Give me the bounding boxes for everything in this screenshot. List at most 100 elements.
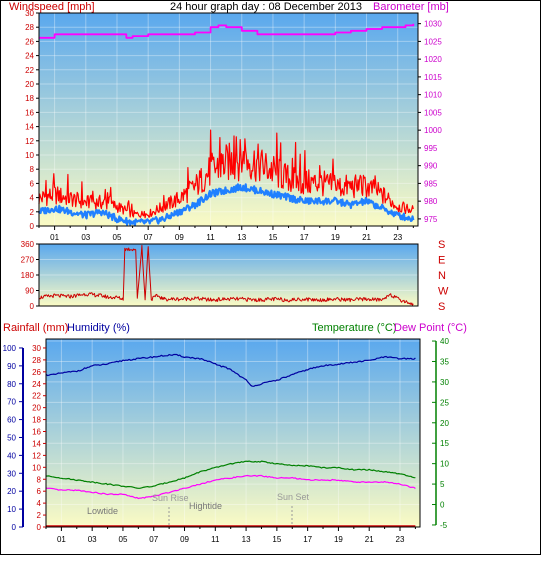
- wind-gust-line: [38, 129, 414, 219]
- temperature-y-ticks: -5 0 5 10 15 20 25 30 35 40: [432, 337, 449, 530]
- wind-y-tick-label: 28: [25, 23, 34, 32]
- temperature-y-tick-label: 0: [440, 501, 445, 510]
- direction-y-tick-label: 0: [30, 302, 35, 311]
- direction-y-tick-label: 360: [21, 240, 35, 249]
- rain-y-tick-label: 8: [37, 475, 42, 484]
- wind-y-tick-label: 22: [25, 66, 34, 75]
- temperature-y-tick-label: 30: [440, 378, 449, 387]
- temp-x-tick-label: 21: [365, 535, 374, 544]
- humidity-y-tick-label: 0: [12, 523, 17, 532]
- temp-x-tick-label: 15: [272, 535, 281, 544]
- wind-x-ticks: 01 03 05 07 09 11 13 15 17 19 21 23: [38, 226, 414, 242]
- barometer-y-tick-label: 1025: [424, 37, 442, 46]
- rain-y-tick-label: 14: [32, 439, 41, 448]
- wind-plot-border: [38, 12, 419, 227]
- barometer-y-tick-label: 975: [424, 215, 438, 224]
- barometer-y-tick-label: 1000: [424, 126, 442, 135]
- temp-x-tick-label: 09: [180, 535, 189, 544]
- humidity-y-tick-label: 40: [7, 451, 16, 460]
- rainfall-axis-label: Rainfall (mm): [3, 322, 68, 334]
- humidity-y-tick-label: 50: [7, 433, 16, 442]
- wind-x-tick-label: 23: [393, 233, 402, 242]
- direction-y-tick-label: 270: [21, 256, 35, 265]
- humidity-y-tick-label: 20: [7, 487, 16, 496]
- wind-y-tick-label: 24: [25, 52, 34, 61]
- barometer-y-tick-label: 1010: [424, 91, 442, 100]
- barometer-axis-label: Barometer [mb]: [373, 1, 449, 13]
- temp-plot-border: [45, 338, 421, 528]
- wind-y-tick-label: 20: [25, 80, 34, 89]
- wind-x-tick-label: 13: [237, 233, 246, 242]
- wind-y-tick-label: 4: [30, 194, 35, 203]
- temperature-y-tick-label: 20: [440, 419, 449, 428]
- wind-x-tick-label: 17: [300, 233, 309, 242]
- wind-y-tick-label: 8: [30, 165, 35, 174]
- direction-series: [38, 244, 414, 306]
- wind-y-tick-label: 2: [30, 208, 35, 217]
- humidity-y-tick-label: 80: [7, 380, 16, 389]
- temp-x-tick-label: 19: [334, 535, 343, 544]
- rain-y-tick-label: 12: [32, 451, 41, 460]
- barometer-y-tick-label: 990: [424, 162, 438, 171]
- rain-y-tick-label: 16: [32, 428, 41, 437]
- sunrise-annotation: Sun Rise: [152, 493, 189, 503]
- barometer-y-tick-label: 995: [424, 144, 438, 153]
- temp-series: [45, 353, 416, 527]
- temp-x-ticks: 01 03 05 07 09 11 13 15 17 19 21 23: [45, 527, 416, 544]
- humidity-y-ticks: 0 10 20 30 40 50 60 70 80 90 100: [3, 344, 24, 532]
- temperature-y-tick-label: 10: [440, 460, 449, 469]
- wind-y-tick-label: 12: [25, 137, 34, 146]
- compass-tick-label: S: [438, 239, 445, 251]
- temp-x-tick-label: 23: [396, 535, 405, 544]
- rain-y-tick-label: 10: [32, 463, 41, 472]
- direction-y-tick-label: 90: [25, 287, 34, 296]
- rain-y-tick-label: 2: [37, 511, 42, 520]
- compass-tick-label: W: [438, 286, 449, 298]
- wind-x-tick-label: 05: [113, 233, 122, 242]
- temp-plot-area: [46, 339, 420, 527]
- windspeed-axis-label: Windspeed [mph]: [9, 1, 95, 13]
- compass-tick-label: E: [438, 255, 445, 267]
- rain-y-tick-label: 6: [37, 487, 42, 496]
- barometer-y-ticks: 975 980 985 990 995 1000 1005 1010 1015 1020 1025 1…: [418, 20, 442, 224]
- rain-y-tick-label: 24: [32, 380, 41, 389]
- sunset-annotation: Sun Set: [277, 492, 310, 502]
- wind-x-tick-label: 03: [81, 233, 90, 242]
- wind-x-tick-label: 15: [268, 233, 277, 242]
- rain-y-tick-label: 28: [32, 356, 41, 365]
- wind-y-tick-label: 0: [30, 222, 35, 231]
- wind-series: [38, 23, 415, 227]
- wind-y-tick-label: 10: [25, 151, 34, 160]
- temp-x-tick-label: 05: [119, 535, 128, 544]
- compass-tick-label: S: [438, 301, 445, 313]
- direction-y-tick-label: 180: [21, 271, 35, 280]
- wind-y-tick-label: 18: [25, 94, 34, 103]
- temperature-line: [45, 460, 416, 489]
- temperature-y-tick-label: -5: [440, 521, 448, 530]
- compass-tick-label: N: [438, 270, 446, 282]
- wind-y-tick-label: 26: [25, 37, 34, 46]
- temperature-axis-label: Temperature (°C): [312, 322, 396, 334]
- wind-y-tick-label: 6: [30, 179, 35, 188]
- hightide-annotation: Hightide: [189, 501, 222, 511]
- humidity-y-tick-label: 10: [7, 505, 16, 514]
- wind-direction-line: [38, 244, 414, 306]
- rain-y-tick-label: 20: [32, 404, 41, 413]
- barometer-y-tick-label: 985: [424, 179, 438, 188]
- lowtide-annotation: Lowtide: [87, 506, 118, 516]
- temperature-y-tick-label: 40: [440, 337, 449, 346]
- temp-x-tick-label: 11: [211, 535, 220, 544]
- wind-x-tick-label: 09: [175, 233, 184, 242]
- wind-average-line: [38, 183, 415, 227]
- rain-y-tick-label: 4: [37, 499, 42, 508]
- temp-x-tick-label: 13: [242, 535, 251, 544]
- dewpoint-line: [45, 474, 416, 500]
- temp-x-tick-label: 17: [303, 535, 312, 544]
- humidity-y-tick-label: 60: [7, 416, 16, 425]
- wind-x-tick-label: 07: [144, 233, 153, 242]
- wind-plot-area: [39, 13, 418, 226]
- temperature-y-tick-label: 5: [440, 480, 445, 489]
- barometer-y-tick-label: 1020: [424, 55, 442, 64]
